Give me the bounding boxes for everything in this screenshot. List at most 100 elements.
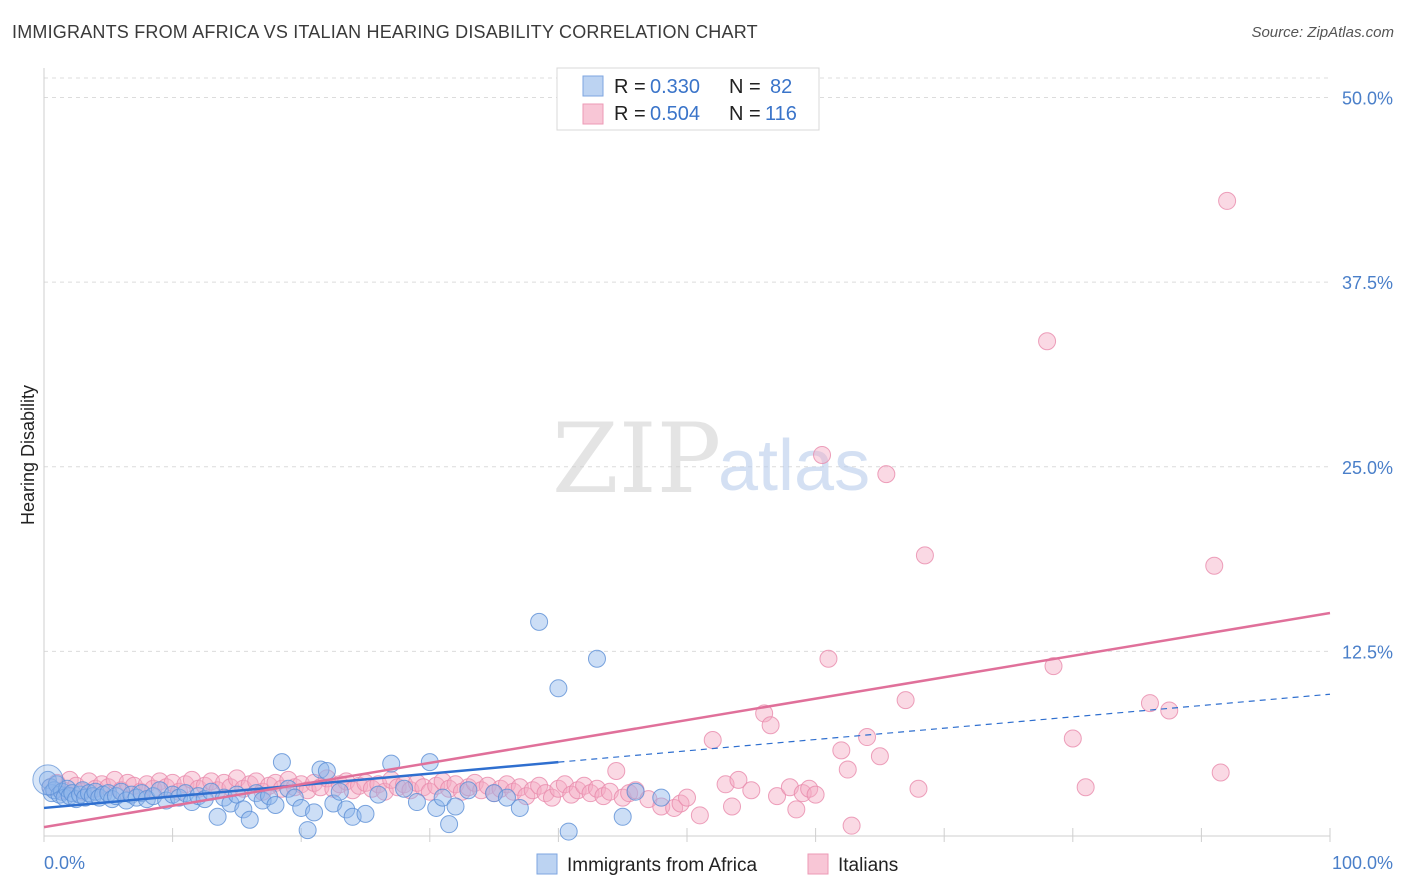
africa-point-27 [132,784,151,803]
africa-point-67 [427,798,446,817]
y-tick-label-1: 25.0% [1342,458,1393,478]
x-tick-max: 100.0% [1332,853,1393,873]
africa-point-65 [407,793,426,812]
africa-point-59 [337,800,356,819]
trend-lines [43,611,1331,829]
italians-point-112 [819,649,838,668]
italians-point-100 [723,797,742,816]
italians-point-117 [870,747,889,766]
italians-point-122 [1038,332,1057,351]
italians-point-129 [1211,763,1230,782]
legend-r-label-blue: R = [614,76,646,98]
italians-point-118 [877,465,896,484]
africa-point-76 [549,679,568,698]
africa-point-0 [38,770,57,789]
italians-point-25 [202,772,221,791]
africa-point-71 [459,781,478,800]
bottom-legend-label-italians: Italians [838,855,898,876]
africa-point-43 [234,800,253,819]
italians-point-124 [1063,729,1082,748]
italians-point-119 [896,691,915,710]
italians-point-120 [909,779,928,798]
africa-point-44 [240,810,259,829]
legend-r-value-pink: 0.504 [650,103,700,125]
africa-point-77 [559,822,578,841]
italians-point-116 [858,728,877,747]
legend-swatch-pink [582,103,604,125]
y-axis-label: Hearing Disability [18,385,38,525]
legend-n-label-pink: N = [729,103,761,125]
italians-point-101 [729,770,748,789]
africa-point-64 [395,779,414,798]
africa-point-69 [440,815,459,834]
bottom-legend-swatch-africa [536,853,558,875]
legend-n-value-pink: 116 [765,103,797,125]
y-tick-labels: 12.5% 25.0% 37.5% 50.0% [1342,89,1393,663]
italians-point-111 [813,445,832,464]
y-tick-label-2: 37.5% [1342,273,1393,293]
africa-point-80 [626,782,645,801]
italians-point-105 [768,787,787,806]
bottom-legend: Immigrants from Africa Italians [536,853,898,876]
bottom-legend-swatch-italians [807,853,829,875]
africa-point-51 [285,788,304,807]
italians-point-88 [607,762,626,781]
chart-title: IMMIGRANTS FROM AFRICA VS ITALIAN HEARIN… [12,22,758,42]
gridlines [44,77,1330,652]
italians-point-127 [1160,701,1179,720]
africa-point-56 [317,762,336,781]
africa-trend-extension [558,693,1331,763]
africa-point-large [32,764,64,796]
italians-point-104 [761,716,780,735]
africa-point-54 [305,803,324,822]
africa-point-70 [446,797,465,816]
africa-point-79 [613,807,632,826]
italians-point-113 [832,741,851,760]
africa-point-55 [311,760,330,779]
italians-point-96 [678,788,696,807]
legend-r-label-pink: R = [614,103,646,125]
legend-n-value-blue: 82 [770,76,792,98]
x-tick-min: 0.0% [44,853,85,873]
legend-swatch-blue [582,75,604,97]
africa-point-78 [587,649,606,668]
y-tick-label-3: 50.0% [1342,89,1393,109]
africa-point-73 [497,788,516,807]
italians-point-114 [838,760,857,779]
italians-point-78 [542,788,561,807]
italians-point-121 [915,546,934,565]
y-tick-label-0: 12.5% [1342,642,1393,662]
italians-point-107 [787,800,806,819]
africa-point-62 [369,785,388,804]
africa-point-49 [272,753,291,772]
africa-point-53 [298,821,317,840]
italians-point-76 [530,776,549,795]
watermark-atlas: atlas [718,426,870,506]
africa-points [32,612,671,841]
africa-point-58 [330,782,349,801]
africa-point-61 [356,804,375,823]
africa-point-81 [652,788,671,807]
italians-point-98 [703,731,722,749]
italians-point-123 [1044,657,1063,676]
legend-r-value-blue: 0.330 [650,76,700,98]
africa-point-68 [433,788,452,807]
axes [43,68,1331,842]
bottom-legend-label-africa: Immigrants from Africa [567,855,757,876]
italians-point-97 [690,806,709,825]
italians-point-126 [1140,694,1159,713]
legend-n-label-blue: N = [729,76,761,98]
africa-point-75 [530,612,549,631]
italians-point-130 [1218,191,1237,210]
africa-point-48 [266,795,285,814]
watermark-zip: ZIP [552,403,721,515]
italians-point-128 [1205,556,1224,575]
italians-point-102 [742,781,761,800]
source-label: Source: ZipAtlas.com [1251,24,1394,41]
africa-point-74 [510,798,529,817]
legend-box: R = 0.330 N = 82 R = 0.504 N = 116 [556,67,820,131]
africa-point-39 [208,807,227,826]
italians-point-115 [842,816,861,835]
italians-point-110 [806,785,825,804]
